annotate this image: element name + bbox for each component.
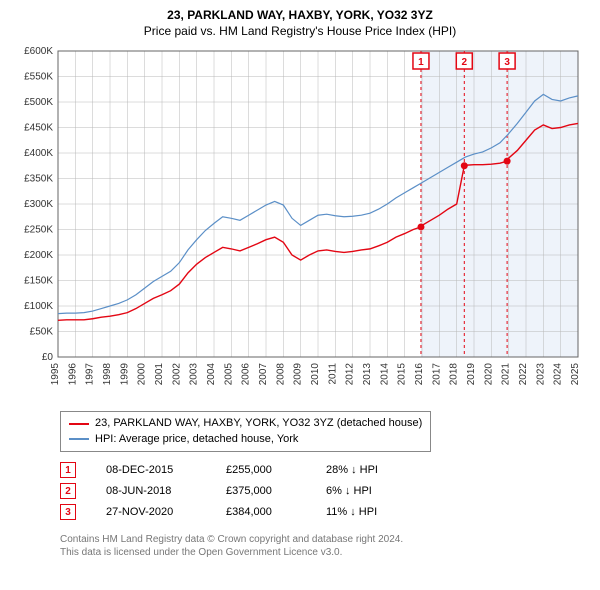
svg-text:1997: 1997 [85, 363, 96, 386]
svg-text:2010: 2010 [310, 363, 321, 386]
svg-text:2014: 2014 [379, 363, 390, 386]
svg-text:1996: 1996 [67, 363, 78, 386]
sale-marker: 3 [60, 504, 76, 520]
svg-text:£600K: £600K [24, 46, 53, 57]
svg-text:£500K: £500K [24, 97, 53, 108]
svg-text:2005: 2005 [223, 363, 234, 386]
svg-text:2007: 2007 [258, 363, 269, 386]
svg-text:2018: 2018 [449, 363, 460, 386]
svg-text:£450K: £450K [24, 123, 53, 134]
svg-text:3: 3 [504, 57, 510, 68]
svg-text:2025: 2025 [570, 363, 581, 386]
chart-area: £0 £50K £100K £150K £200K £250K £300K £350K £400… [10, 45, 590, 405]
svg-text:2015: 2015 [397, 363, 408, 386]
footer-line: This data is licensed under the Open Gov… [60, 546, 586, 559]
svg-text:£100K: £100K [24, 301, 53, 312]
svg-text:2003: 2003 [189, 363, 200, 386]
sale-marker: 2 [60, 483, 76, 499]
svg-text:£300K: £300K [24, 199, 53, 210]
chart-title: 23, PARKLAND WAY, HAXBY, YORK, YO32 3YZ [10, 8, 590, 24]
svg-text:1995: 1995 [50, 363, 61, 386]
svg-text:2020: 2020 [483, 363, 494, 386]
sale-price: £255,000 [226, 460, 296, 481]
svg-text:2008: 2008 [275, 363, 286, 386]
sale-diff: 11% ↓ HPI [326, 502, 416, 523]
svg-text:2001: 2001 [154, 363, 165, 386]
svg-text:2024: 2024 [553, 363, 564, 386]
svg-text:2011: 2011 [327, 363, 338, 385]
svg-text:2006: 2006 [241, 363, 252, 386]
legend-swatch [69, 438, 89, 440]
sale-marker: 1 [60, 462, 76, 478]
svg-text:£150K: £150K [24, 276, 53, 287]
svg-text:1998: 1998 [102, 363, 113, 386]
svg-text:2022: 2022 [518, 363, 529, 386]
legend-item: 23, PARKLAND WAY, HAXBY, YORK, YO32 3YZ … [69, 416, 422, 431]
sale-row: 3 27-NOV-2020 £384,000 11% ↓ HPI [60, 502, 586, 523]
attribution-footer: Contains HM Land Registry data © Crown c… [60, 533, 586, 559]
svg-text:1: 1 [418, 57, 424, 68]
svg-text:2012: 2012 [345, 363, 356, 386]
sales-table: 1 08-DEC-2015 £255,000 28% ↓ HPI 2 08-JUN-201… [60, 460, 586, 523]
legend-label: HPI: Average price, detached house, York [95, 432, 298, 447]
chart-subtitle: Price paid vs. HM Land Registry's House … [10, 24, 590, 40]
svg-text:2016: 2016 [414, 363, 425, 386]
svg-text:1999: 1999 [119, 363, 130, 386]
svg-text:2021: 2021 [501, 363, 512, 386]
legend-label: 23, PARKLAND WAY, HAXBY, YORK, YO32 3YZ … [95, 416, 422, 431]
svg-text:2002: 2002 [171, 363, 182, 386]
svg-text:£400K: £400K [24, 148, 53, 159]
svg-text:2004: 2004 [206, 363, 217, 386]
sale-price: £375,000 [226, 481, 296, 502]
svg-text:£250K: £250K [24, 225, 53, 236]
svg-text:2019: 2019 [466, 363, 477, 386]
sale-date: 08-JUN-2018 [106, 481, 196, 502]
sale-row: 2 08-JUN-2018 £375,000 6% ↓ HPI [60, 481, 586, 502]
sale-date: 08-DEC-2015 [106, 460, 196, 481]
svg-text:2: 2 [462, 57, 468, 68]
sale-row: 1 08-DEC-2015 £255,000 28% ↓ HPI [60, 460, 586, 481]
sale-diff: 28% ↓ HPI [326, 460, 416, 481]
svg-text:2000: 2000 [137, 363, 148, 386]
svg-text:2023: 2023 [535, 363, 546, 386]
svg-text:2013: 2013 [362, 363, 373, 386]
svg-text:£350K: £350K [24, 174, 53, 185]
sale-date: 27-NOV-2020 [106, 502, 196, 523]
sale-price: £384,000 [226, 502, 296, 523]
svg-text:£200K: £200K [24, 250, 53, 261]
legend: 23, PARKLAND WAY, HAXBY, YORK, YO32 3YZ … [60, 411, 431, 452]
sale-diff: 6% ↓ HPI [326, 481, 416, 502]
svg-text:£50K: £50K [30, 327, 54, 338]
svg-text:2017: 2017 [431, 363, 442, 386]
svg-text:£0: £0 [42, 352, 54, 363]
legend-item: HPI: Average price, detached house, York [69, 432, 422, 447]
line-chart: £0 £50K £100K £150K £200K £250K £300K £350K £400… [10, 45, 590, 405]
legend-swatch [69, 423, 89, 425]
svg-text:2009: 2009 [293, 363, 304, 386]
svg-text:£550K: £550K [24, 72, 53, 83]
footer-line: Contains HM Land Registry data © Crown c… [60, 533, 586, 546]
